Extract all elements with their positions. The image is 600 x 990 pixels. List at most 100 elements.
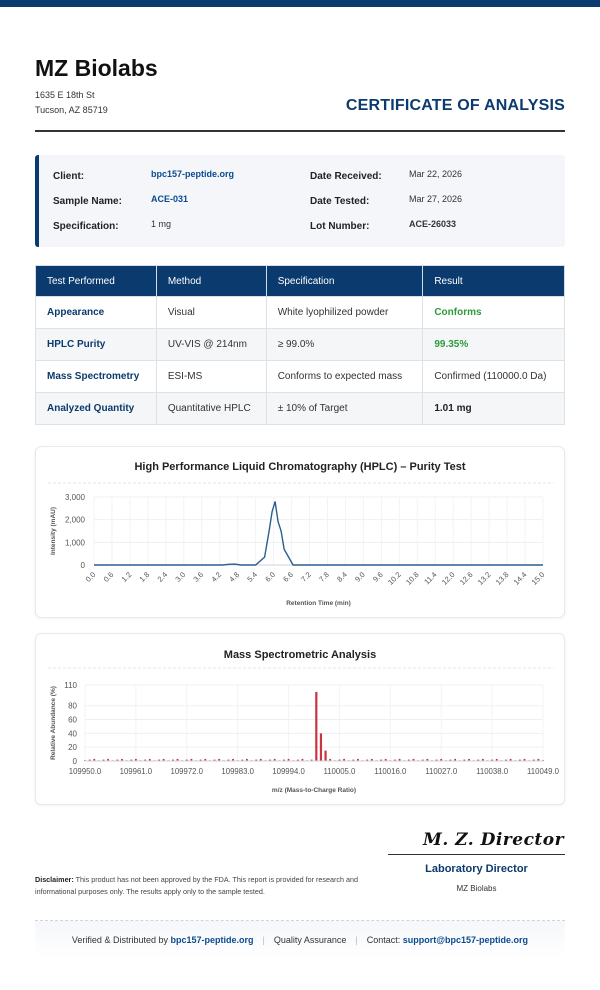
test-method: Visual xyxy=(155,296,267,329)
noise-bar xyxy=(495,758,498,761)
noise-bar xyxy=(523,758,526,761)
noise-bar xyxy=(532,759,535,761)
table-row: Mass Spectrometry ESI-MS Conforms to exp… xyxy=(35,360,565,393)
x-axis-label: m/z (Mass-to-Charge Ratio) xyxy=(272,787,356,794)
noise-bar xyxy=(491,759,494,761)
test-name: HPLC Purity xyxy=(35,328,157,361)
x-tick-label: 4.8 xyxy=(227,570,241,584)
column-header: Test Performed xyxy=(35,265,157,297)
test-result: Conforms xyxy=(422,296,565,329)
noise-bar xyxy=(255,759,258,761)
y-tick-label: 110 xyxy=(64,681,77,690)
noise-bar xyxy=(144,759,147,761)
test-method: Quantitative HPLC xyxy=(155,392,267,425)
x-tick-label: 1.8 xyxy=(138,570,152,584)
noise-bar xyxy=(269,759,271,761)
x-tick-label: 109983.0 xyxy=(221,767,254,776)
specification-label: Specification: xyxy=(53,221,119,232)
noise-bar xyxy=(88,759,91,761)
noise-bar xyxy=(134,758,137,761)
footer-verified-prefix: Verified & Distributed by xyxy=(71,935,171,945)
test-name: Appearance xyxy=(35,296,157,329)
noise-bar xyxy=(121,758,123,761)
document-title: CERTIFICATE OF ANALYSIS xyxy=(345,97,565,114)
x-tick-label: 9.6 xyxy=(371,570,385,584)
noise-bar xyxy=(199,759,202,761)
signatory-role: Laboratory Director xyxy=(425,863,528,875)
client-value[interactable]: bpc157-peptide.org xyxy=(151,169,235,179)
x-tick-label: 7.8 xyxy=(317,570,331,584)
x-tick-label: 12.6 xyxy=(458,570,475,587)
noise-bar xyxy=(162,758,165,761)
x-tick-label: 1.2 xyxy=(120,570,134,584)
sample-info-panel: Client: bpc157-peptide.org Sample Name: … xyxy=(35,155,565,247)
hplc-chart: 0 1,000 2,000 3,000 0.0 0.6 1.2 1.8 2.4 3.0 3.6 4.2… xyxy=(48,482,554,607)
noise-bar xyxy=(204,758,207,761)
footer: Verified & Distributed by bpc157-peptide… xyxy=(35,921,565,959)
y-tick-label: 20 xyxy=(68,743,77,752)
x-tick-label: 9.0 xyxy=(353,570,367,584)
peak-bar xyxy=(315,691,318,761)
hplc-trace xyxy=(94,501,543,566)
y-tick-label: 3,000 xyxy=(65,493,86,502)
signature-line xyxy=(388,854,565,855)
disclaimer-text: This product has not been approved by th… xyxy=(35,875,358,896)
x-tick-label: 11.4 xyxy=(422,570,438,586)
noise-bar xyxy=(232,758,234,761)
noise-bar xyxy=(357,758,359,761)
footer-contact-email[interactable]: support@bpc157-peptide.org xyxy=(402,935,529,945)
noise-bar xyxy=(343,758,345,761)
ms-chart-title: Mass Spectrometric Analysis xyxy=(223,649,377,661)
noise-bar xyxy=(107,758,110,761)
y-tick-label: 0 xyxy=(73,757,78,766)
noise-bar xyxy=(190,758,193,761)
noise-bar xyxy=(435,759,438,761)
sample-name-label: Sample Name: xyxy=(53,196,122,207)
x-tick-label: 0.0 xyxy=(84,570,98,584)
noise-bar xyxy=(426,758,429,761)
test-specification: ≥ 99.0% xyxy=(265,328,424,361)
lot-number-label: Lot Number: xyxy=(310,221,370,232)
x-tick-label: 109972.0 xyxy=(171,767,204,776)
x-tick-label: 110038.0 xyxy=(476,767,509,776)
date-tested-value: Mar 27, 2026 xyxy=(409,194,463,204)
header-divider xyxy=(35,130,565,132)
noise-bar xyxy=(454,758,457,761)
y-tick-label: 60 xyxy=(68,716,77,725)
x-tick-label: 109950.0 xyxy=(69,767,102,776)
specification-value: 1 mg xyxy=(151,219,172,229)
sample-name-value: ACE-031 xyxy=(151,194,189,204)
y-tick-label: 1,000 xyxy=(65,538,86,547)
noise-bar xyxy=(440,758,443,761)
x-tick-label: 14.4 xyxy=(512,570,529,587)
noise-bar xyxy=(283,759,285,761)
footer-quality-assurance: Quality Assurance xyxy=(273,935,347,945)
noise-bar xyxy=(93,758,96,761)
client-label: Client: xyxy=(53,171,85,182)
noise-bar xyxy=(449,759,452,761)
x-tick-label: 4.2 xyxy=(209,570,223,584)
test-method: ESI-MS xyxy=(155,360,267,393)
column-header: Result xyxy=(422,265,565,297)
noise-bar xyxy=(218,758,221,761)
noise-bar xyxy=(171,759,174,761)
date-received-value: Mar 22, 2026 xyxy=(409,169,463,179)
x-tick-label: 110016.0 xyxy=(374,767,407,776)
x-tick-label: 6.0 xyxy=(263,570,277,584)
noise-bar xyxy=(412,758,415,761)
x-tick-label: 5.4 xyxy=(245,570,259,584)
x-tick-label: 15.0 xyxy=(530,570,547,587)
y-tick-label: 0 xyxy=(81,561,86,570)
table-header-row: Test Performed Method Specification Resu… xyxy=(35,265,565,297)
disclaimer-label: Disclaimer: xyxy=(35,875,74,884)
noise-bar xyxy=(398,758,401,761)
noise-bar xyxy=(296,759,299,761)
noise-bar xyxy=(338,759,341,761)
x-tick-label: 0.6 xyxy=(102,570,116,584)
x-tick-label: 13.8 xyxy=(494,570,511,587)
noise-bar xyxy=(380,759,382,761)
test-method: UV-VIS @ 214nm xyxy=(155,328,267,361)
footer-website-link[interactable]: bpc157-peptide.org xyxy=(170,935,254,945)
noise-bar xyxy=(102,759,105,761)
x-tick-label: 110005.0 xyxy=(323,767,356,776)
